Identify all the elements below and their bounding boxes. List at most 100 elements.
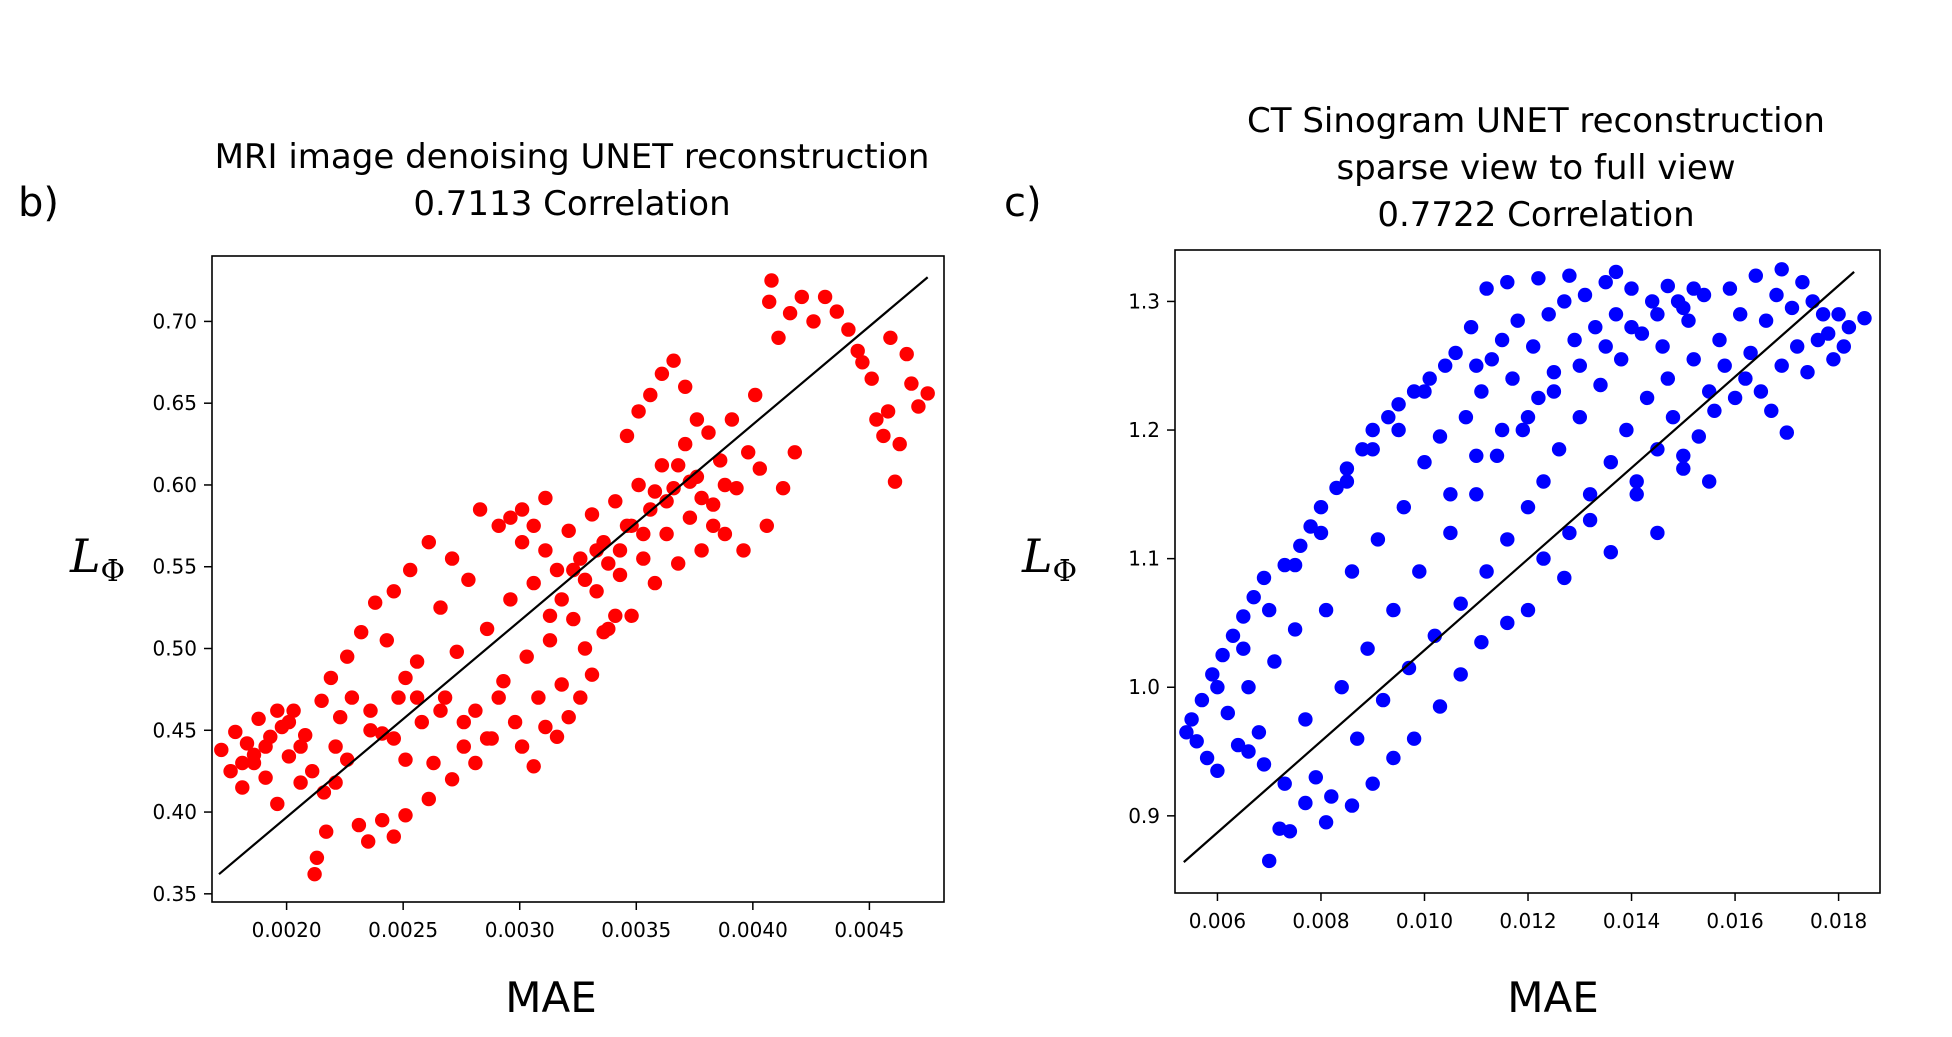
panel-c-scatter-point <box>1681 313 1696 328</box>
panel-b-x-axis-label: MAE <box>505 973 597 1022</box>
panel-c-x-tick-label: 0.012 <box>1499 909 1556 933</box>
panel-b-scatter-point <box>584 667 600 682</box>
panel-b-scatter-point <box>363 703 378 718</box>
panel-b-scatter-point <box>694 490 709 506</box>
panel-c-scatter-point <box>1531 390 1546 406</box>
panel-b-scatter-point <box>608 494 623 509</box>
panel-c-scatter-point <box>1743 345 1758 361</box>
panel-c-scatter-point <box>1598 275 1613 290</box>
panel-c-x-tick-label: 0.016 <box>1706 909 1763 933</box>
panel-b-x-tick-label: 0.0020 <box>252 918 322 942</box>
panel-c-y-tick-label: 1.0 <box>1128 675 1160 699</box>
panel-b-scatter-point <box>531 690 546 705</box>
panel-c-scatter-point <box>1593 377 1608 393</box>
panel-b-scatter-point <box>636 551 651 566</box>
panel-b-scatter-point <box>538 490 553 506</box>
panel-b-scatter-point <box>561 710 576 725</box>
panel-b-scatter-point <box>549 729 565 744</box>
panel-c-scatter-point <box>1831 307 1846 322</box>
panel-b-label: b) <box>18 180 59 226</box>
panel-c-scatter-point <box>1406 731 1422 746</box>
panel-c-scatter-point <box>1246 590 1261 605</box>
panel-b-scatter-point <box>666 481 681 496</box>
panel-b-y-tick-label: 0.60 <box>152 473 197 497</box>
panel-b-scatter-point <box>787 445 802 460</box>
panel-c-scatter-point <box>1194 692 1210 708</box>
panel-c-scatter-point <box>1634 326 1650 341</box>
panel-c-scatter-point <box>1639 390 1655 406</box>
panel-b-scatter-point <box>883 330 898 345</box>
panel-b-y-tick-label: 0.70 <box>152 309 197 333</box>
panel-c-scatter-point <box>1588 320 1603 335</box>
panel-c-scatter-point <box>1298 712 1313 727</box>
panel-b-scatter-point <box>647 484 663 499</box>
panel-c-scatter-point <box>1438 358 1453 373</box>
panel-c-scatter-points <box>1179 262 1872 869</box>
panel-c-scatter-point <box>1469 448 1484 463</box>
panel-b-scatter-point <box>386 731 401 746</box>
panel-c-scatter-point <box>1277 557 1292 573</box>
panel-c-scatter-point <box>1267 654 1282 669</box>
panel-b-scatter-point <box>391 690 406 705</box>
panel-c-y-axis-ticks: 0.9 1.0 1.1 1.2 1.3 <box>1128 289 1175 828</box>
panel-b-scatter-point <box>456 714 471 730</box>
panel-b-scatter-point <box>678 436 693 452</box>
panel-b-scatter-point <box>542 633 558 648</box>
panel-c-scatter-point <box>1717 358 1732 373</box>
panel-b-scatter-point <box>694 543 709 558</box>
panel-b-scatter-point <box>491 690 506 705</box>
panel-c-scatter-point <box>1857 311 1872 326</box>
panel-c-scatter-point <box>1676 461 1691 476</box>
panel-c-scatter-point <box>1702 474 1717 489</box>
panel-b-scatter-point <box>305 764 320 779</box>
panel-b-scatter-point <box>403 562 418 578</box>
panel-b-scatter-point <box>899 346 914 362</box>
panel-c-scatter-point <box>1458 410 1474 425</box>
panel-b-y-tick-label: 0.65 <box>152 391 197 415</box>
panel-c-scatter-point <box>1494 422 1510 438</box>
panel-c-scatter-point <box>1520 602 1536 618</box>
panel-c-ct: c) CT Sinogram UNET reconstruction spars… <box>1004 101 1881 1022</box>
panel-b-scatter-point <box>671 556 686 571</box>
panel-c-scatter-point <box>1753 384 1769 399</box>
panel-c-scatter-point <box>1650 525 1665 541</box>
panel-c-scatter-point <box>1572 358 1588 373</box>
panel-c-scatter-point <box>1448 345 1463 361</box>
panel-c-scatter-point <box>1603 455 1619 470</box>
panel-c-x-tick-label: 0.010 <box>1396 909 1453 933</box>
panel-b-scatter-point <box>554 592 569 607</box>
panel-c-scatter-point <box>1577 287 1593 303</box>
panel-b-scatter-point <box>293 775 308 790</box>
panel-b-scatter-point <box>351 817 367 833</box>
panel-b-scatter-point <box>235 780 250 795</box>
panel-c-scatter-point <box>1520 500 1536 515</box>
panel-c-scatter-point <box>1230 737 1246 753</box>
panel-b-scatter-point <box>386 829 401 844</box>
panel-b-scatter-point <box>468 755 483 771</box>
panel-b-scatter-point <box>426 755 441 771</box>
panel-b-scatter-point <box>596 625 611 640</box>
panel-c-scatter-point <box>1381 410 1396 425</box>
panel-b-scatter-point <box>584 507 600 522</box>
panel-c-scatter-point <box>1241 680 1256 695</box>
panel-c-scatter-point <box>1598 339 1613 354</box>
panel-c-scatter-point <box>1582 512 1598 528</box>
panel-c-scatter-point <box>1748 268 1764 283</box>
panel-c-x-tick-label: 0.014 <box>1603 909 1660 933</box>
panel-c-scatter-point <box>1608 307 1624 322</box>
panel-b-scatter-point <box>421 535 436 550</box>
panel-b-plot-frame <box>211 255 945 903</box>
panel-b-scatter-point <box>841 322 856 337</box>
panel-c-x-tick-label: 0.008 <box>1292 909 1349 933</box>
panel-b-scatter-point <box>270 703 285 718</box>
panel-b-scatter-point <box>741 445 756 460</box>
panel-b-scatter-point <box>554 677 569 692</box>
panel-c-scatter-point <box>1453 667 1468 682</box>
panel-b-scatter-point <box>775 481 791 496</box>
panel-b-scatter-point <box>561 523 576 538</box>
panel-b-scatter-point <box>892 436 907 452</box>
panel-c-scatter-point <box>1774 262 1789 277</box>
panel-c-scatter-point <box>1479 281 1494 296</box>
panel-b-scatter-point <box>507 714 523 730</box>
panel-c-scatter-point <box>1707 403 1722 418</box>
